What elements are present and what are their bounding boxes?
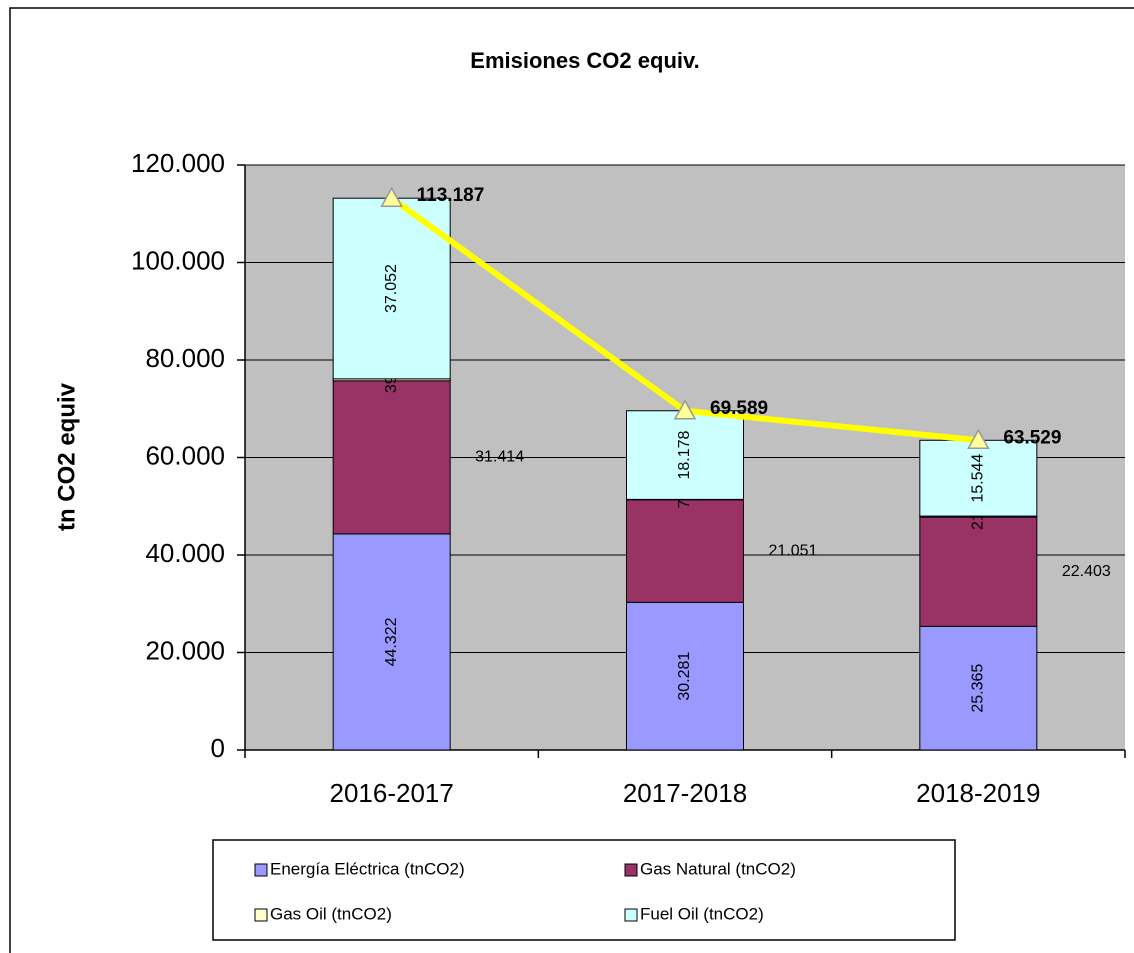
legend-swatch: [624, 908, 638, 922]
legend: [212, 839, 956, 941]
data-label: 30.281: [676, 652, 693, 701]
y-axis-title: tn CO2 equiv: [53, 382, 80, 531]
chart-title: Emisiones CO2 equiv.: [470, 48, 699, 73]
total-marker: [673, 399, 697, 420]
total-label: 113.187: [417, 185, 485, 206]
data-label: 25.365: [970, 664, 987, 713]
y-tick-label: 20.000: [145, 635, 225, 665]
y-tick-label: 120.000: [131, 148, 225, 178]
y-tick-label: 0: [211, 733, 225, 763]
x-tick-label: 2017-2018: [623, 778, 747, 808]
bar-segment: [919, 516, 1038, 627]
x-tick-label: 2016-2017: [329, 778, 453, 808]
bar-segment: [332, 533, 451, 751]
data-label: 21.051: [769, 542, 818, 559]
x-tick-label: 2018-2019: [916, 778, 1040, 808]
bar-segment: [626, 499, 744, 603]
y-tick-label: 100.000: [131, 245, 225, 275]
data-label: 15.544: [970, 454, 987, 503]
data-label: 44.322: [383, 617, 400, 666]
y-tick-label: 40.000: [145, 538, 225, 568]
y-tick-label: 80.000: [145, 343, 225, 373]
data-label: 18.178: [676, 430, 693, 479]
legend-label: Energía Eléctrica (tnCO2): [270, 859, 465, 878]
total-marker: [967, 428, 990, 450]
data-label: 22.403: [1062, 563, 1111, 580]
legend-label: Gas Natural (tnCO2): [640, 859, 796, 878]
bar-segment: [919, 439, 1038, 517]
legend-label: Gas Oil (tnCO2): [270, 904, 392, 923]
total-label: 69.589: [710, 398, 768, 419]
bar-segment: [626, 601, 744, 751]
legend-label: Fuel Oil (tnCO2): [640, 904, 764, 923]
data-label: 37.052: [383, 264, 400, 313]
legend-swatch: [254, 863, 268, 877]
bar-segment: [626, 410, 744, 500]
bar-segment: [919, 625, 1038, 751]
total-marker: [380, 186, 403, 207]
legend-swatch: [254, 908, 268, 922]
bar-segment: [332, 380, 451, 535]
data-label: 31.414: [475, 449, 524, 466]
y-tick-label: 60.000: [145, 440, 225, 470]
total-label: 63.529: [1003, 427, 1061, 448]
legend-swatch: [624, 863, 638, 877]
